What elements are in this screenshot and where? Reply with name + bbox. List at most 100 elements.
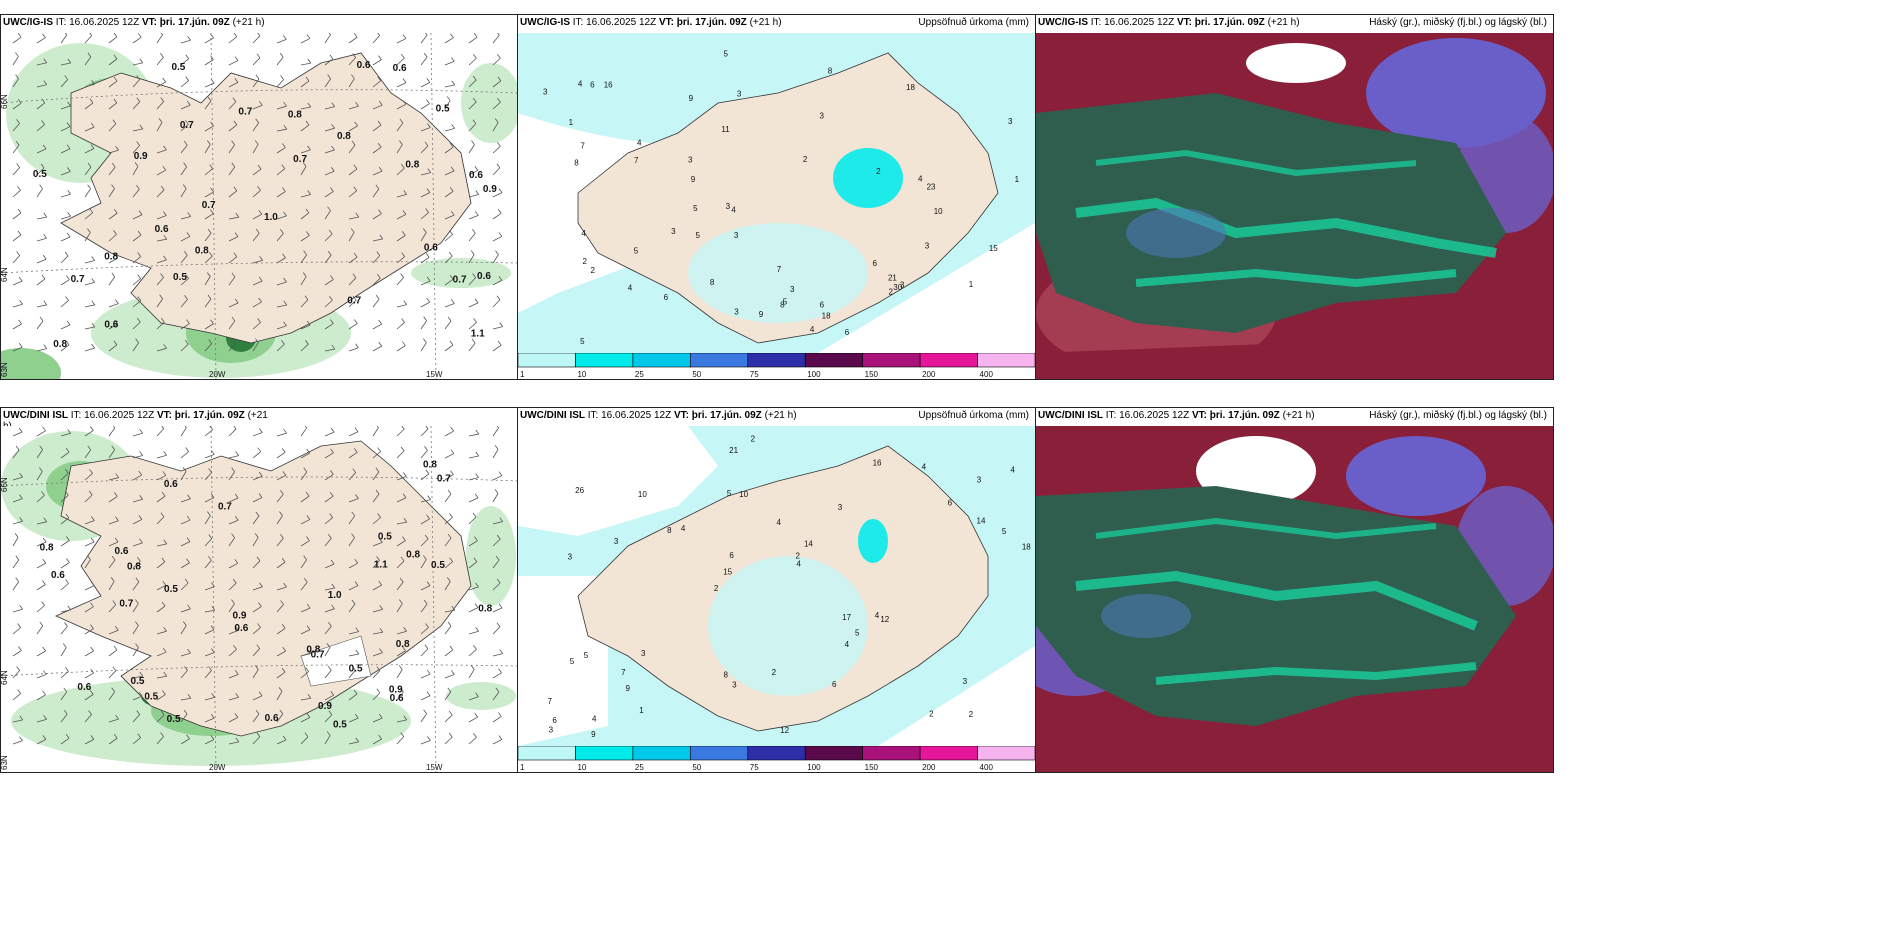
- precip-map: 2332345454791014122621181714158610163234…: [518, 426, 1035, 746]
- map-value-label: 12: [780, 726, 789, 735]
- map-value-label: 3: [688, 155, 693, 164]
- wind-barb: [84, 102, 94, 110]
- wind-barb: [228, 144, 235, 154]
- wind-barb: [348, 36, 358, 44]
- wind-barb: [180, 39, 191, 44]
- wind-barb: [156, 475, 167, 481]
- wind-barb-flag: [378, 209, 382, 214]
- wind-barb: [420, 301, 430, 308]
- wind-barb-flag: [402, 100, 407, 105]
- wind-barb-flag: [330, 559, 335, 565]
- wind-barb: [300, 607, 311, 613]
- wind-barb: [420, 34, 428, 44]
- wind-barb-flag: [184, 426, 187, 428]
- wind-barb-flag: [496, 295, 501, 301]
- wind-barb: [324, 587, 335, 591]
- wind-barb-flag: [163, 344, 167, 349]
- wind-barb-flag: [354, 427, 359, 432]
- wind-barb: [60, 671, 69, 679]
- wind-barb: [252, 144, 259, 154]
- wind-barb-flag: [111, 687, 115, 693]
- wind-barb-flag: [423, 52, 428, 58]
- wind-barb: [60, 472, 69, 481]
- wind-barb: [84, 449, 92, 459]
- wind-barb: [396, 57, 405, 66]
- wind-barb-flag: [331, 583, 336, 589]
- wind-barb: [156, 454, 167, 459]
- wind-barb: [108, 123, 117, 132]
- map-value-label: 10: [934, 207, 943, 216]
- wind-barb-flag: [162, 581, 167, 586]
- wind-map-panel-bottom: UWC/DINI ISL IT: 16.06.2025 12Z VT: þri.…: [0, 407, 518, 773]
- wind-barb-flag: [139, 451, 144, 456]
- map-value-label: 0.7: [218, 501, 232, 512]
- wind-barb: [492, 582, 501, 591]
- wind-barb: [444, 537, 452, 547]
- wind-barb: [252, 280, 263, 286]
- wind-barb: [396, 82, 407, 88]
- wind-barb: [468, 215, 479, 220]
- wind-barb-flag: [447, 489, 452, 495]
- wind-barb: [492, 254, 499, 264]
- map-value-label: 5: [727, 489, 732, 498]
- wind-barb: [300, 427, 308, 437]
- wind-barb-flag: [473, 33, 478, 38]
- wind-barb: [420, 473, 430, 481]
- wind-barb-flag: [185, 54, 190, 59]
- wind-barb: [396, 144, 403, 154]
- wind-barb: [12, 476, 23, 481]
- map-value-label: 0.9: [233, 610, 247, 621]
- wind-barb-flag: [306, 448, 311, 454]
- wind-barb: [324, 106, 335, 110]
- wind-barb: [36, 348, 47, 352]
- wind-barb: [396, 450, 405, 459]
- map-value-label: 0.6: [469, 170, 483, 181]
- map-value-label: 7: [634, 156, 639, 165]
- wind-barb-flag: [139, 671, 144, 677]
- init-time: IT: 16.06.2025 12Z: [70, 410, 155, 421]
- wind-barb: [420, 280, 431, 286]
- wind-barb: [348, 232, 355, 242]
- wind-barb-flag: [210, 33, 214, 39]
- wind-barb: [468, 101, 477, 110]
- wind-barb-flag: [475, 190, 479, 195]
- init-time: IT: 16.06.2025 12Z: [55, 17, 140, 28]
- wind-barb: [444, 493, 452, 503]
- wind-barb-flag: [66, 144, 71, 149]
- map-value-label: 3: [1008, 117, 1013, 126]
- map-value-label: 0.8: [195, 245, 209, 256]
- wind-barb-flag: [39, 184, 43, 189]
- map-value-label: 4: [581, 229, 586, 238]
- wind-barb: [84, 473, 93, 481]
- wind-barb-flag: [162, 471, 167, 476]
- wind-barb-flag: [471, 338, 476, 344]
- wind-barb-flag: [19, 472, 23, 478]
- wind-barb-flag: [376, 666, 381, 671]
- wind-barb-flag: [91, 300, 96, 306]
- wind-barb: [276, 586, 287, 591]
- wind-barb-flag: [185, 120, 189, 125]
- wind-barb-flag: [231, 316, 236, 322]
- wind-barb-flag: [163, 145, 167, 151]
- wind-barb-flag: [494, 445, 499, 450]
- wind-barb: [372, 104, 383, 110]
- wind-barb: [396, 476, 407, 481]
- wind-barb-flag: [137, 296, 142, 301]
- wind-barb: [396, 322, 405, 330]
- wind-barb-flag: [450, 166, 455, 172]
- wind-barb-flag: [353, 33, 358, 38]
- wind-barb-flag: [66, 232, 71, 238]
- panel-header: UWC/IG-IS IT: 16.06.2025 12Z VT: þri. 17…: [1038, 17, 1300, 28]
- wind-barb-flag: [234, 713, 239, 718]
- wind-barb: [300, 559, 307, 569]
- wind-barb: [420, 192, 431, 198]
- wind-barb-flag: [424, 446, 428, 451]
- wind-barb: [492, 34, 500, 44]
- wind-barb: [84, 628, 94, 635]
- wind-barb: [84, 304, 95, 308]
- wind-barb: [468, 696, 479, 701]
- wind-barb: [36, 124, 45, 132]
- wind-barb-flag: [210, 209, 214, 214]
- wind-barb: [324, 495, 334, 503]
- wind-barb: [396, 560, 405, 569]
